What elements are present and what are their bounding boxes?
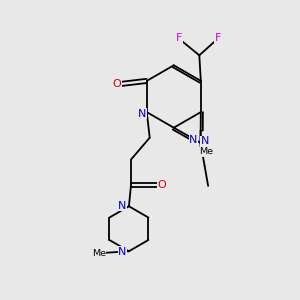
Text: F: F [176, 33, 182, 43]
Text: Me: Me [92, 249, 106, 258]
Text: N: N [138, 109, 146, 118]
Text: O: O [112, 79, 121, 89]
Text: N: N [118, 247, 127, 257]
Text: N: N [201, 136, 209, 146]
Text: Me: Me [199, 147, 213, 156]
Text: O: O [158, 179, 166, 190]
Text: N: N [118, 201, 127, 211]
Text: F: F [215, 33, 221, 43]
Text: N: N [189, 135, 198, 146]
